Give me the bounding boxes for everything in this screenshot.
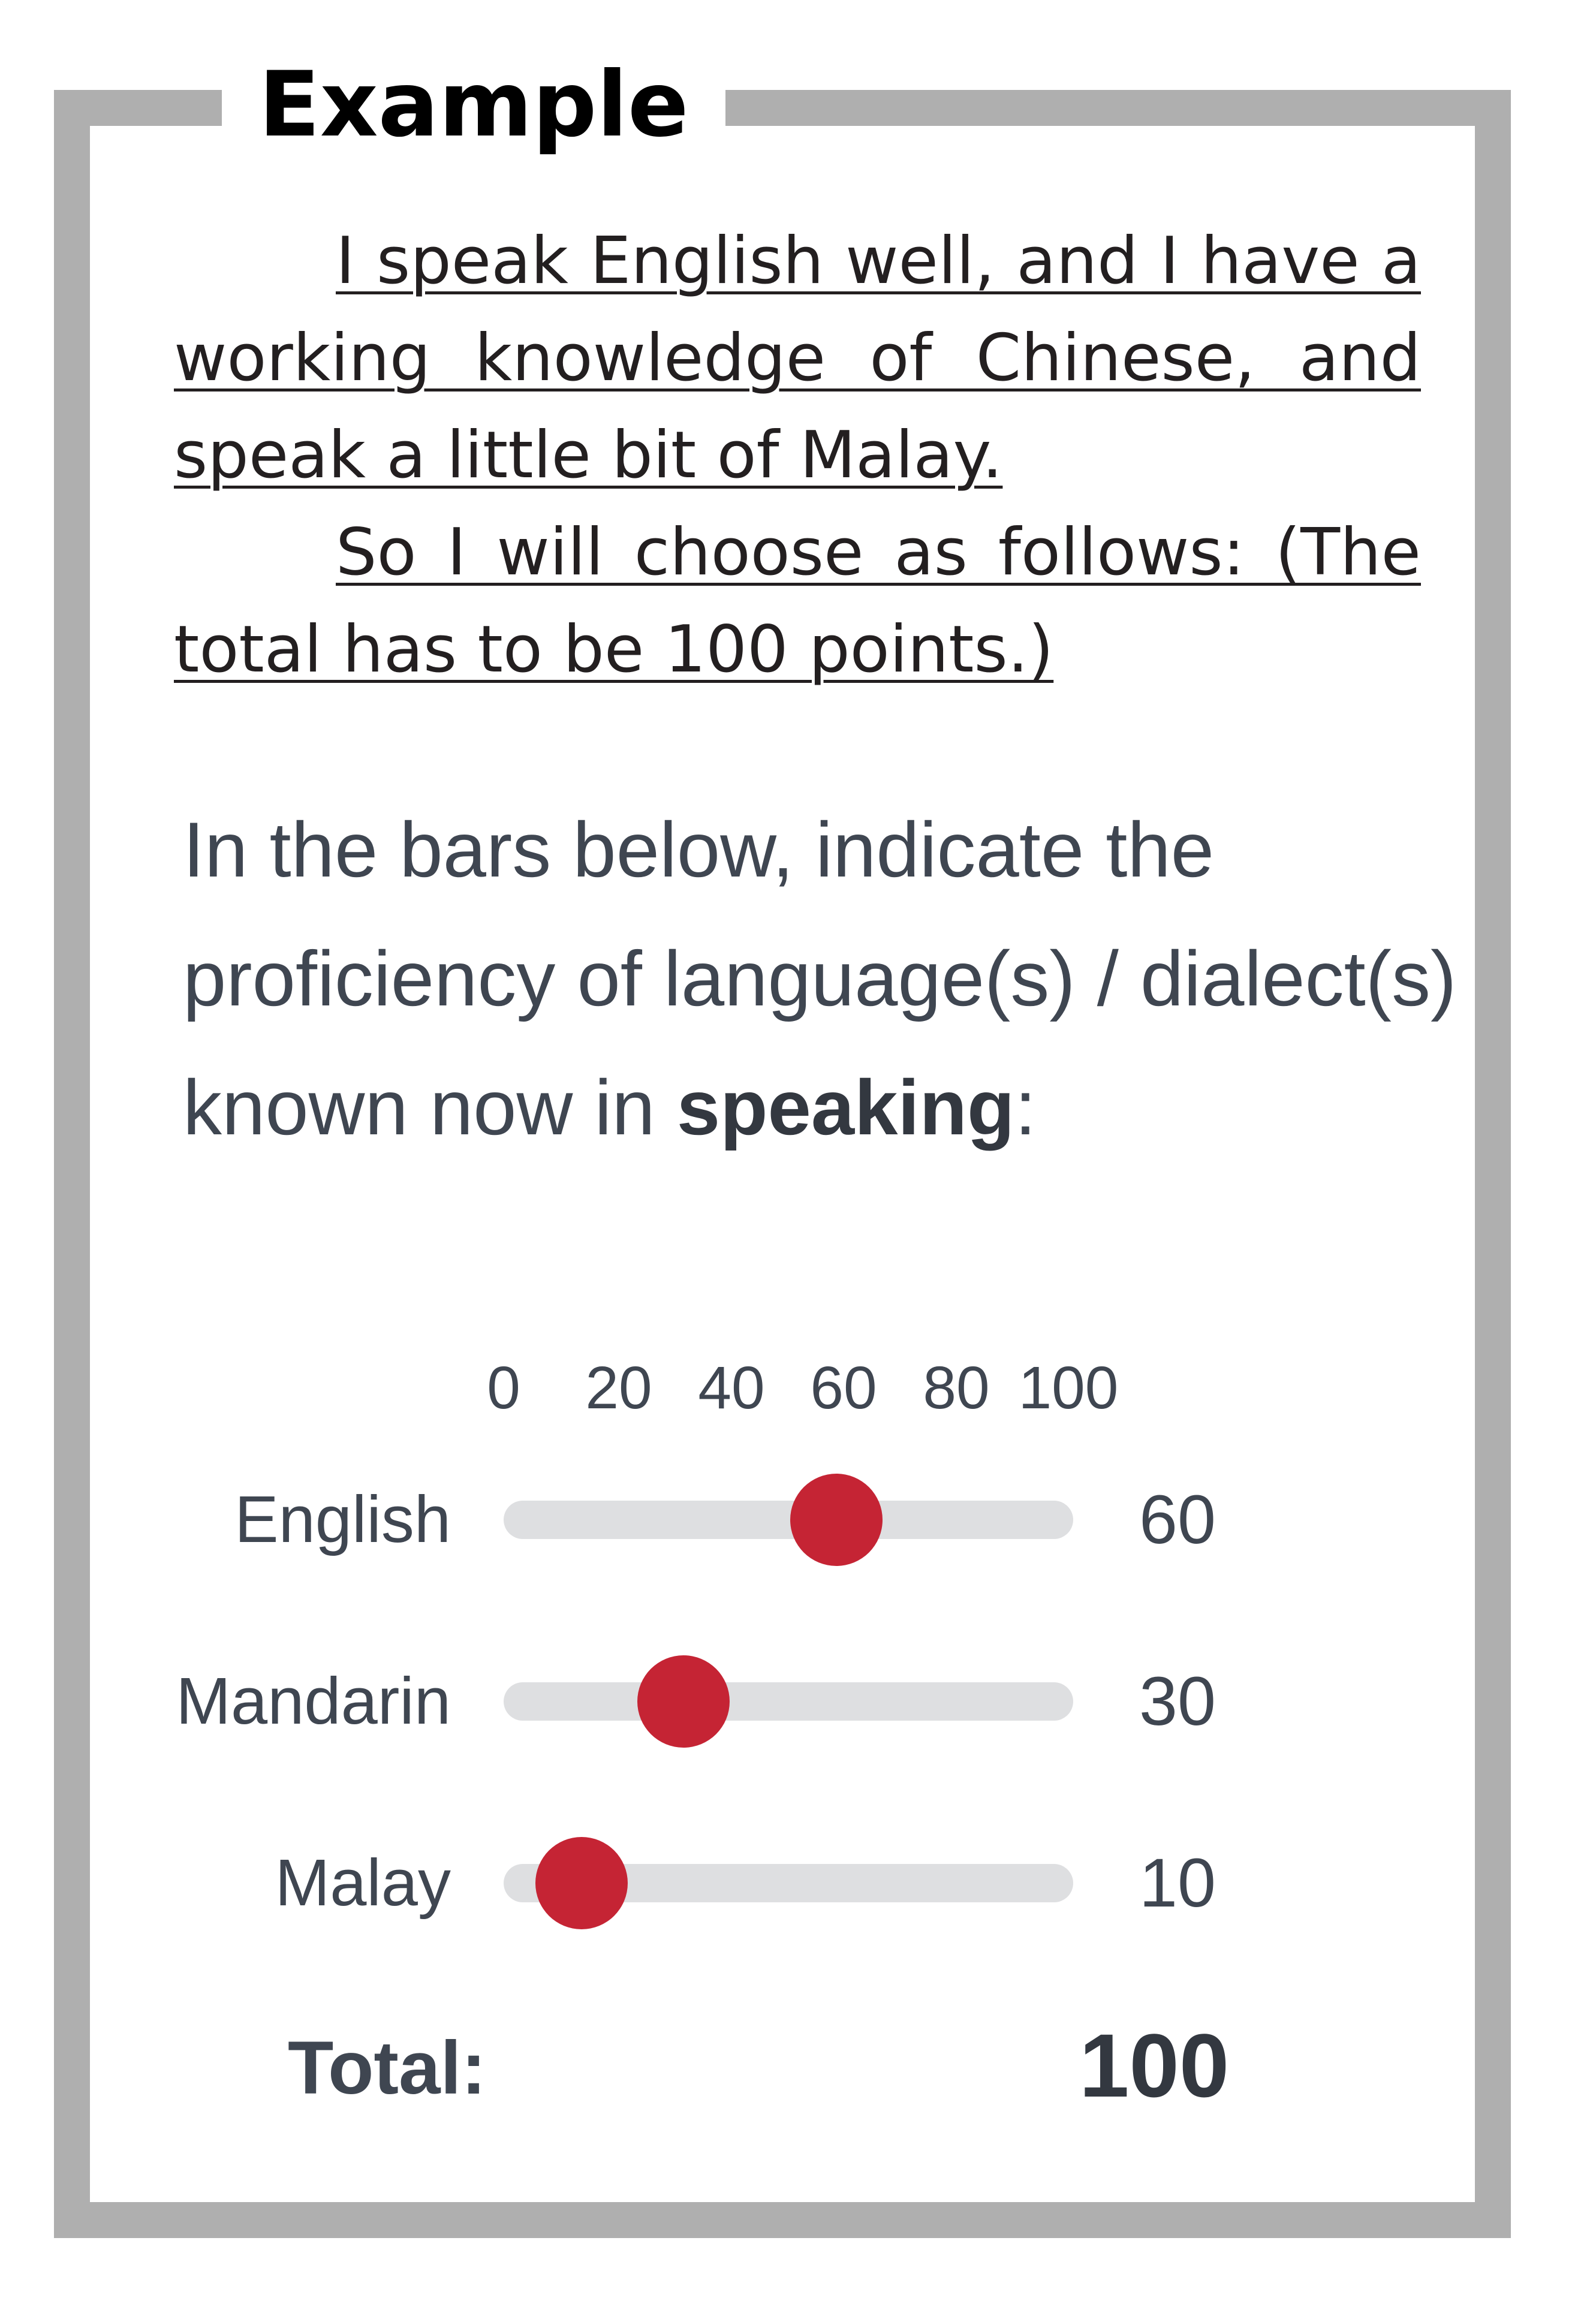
- slider-track[interactable]: [504, 1501, 1073, 1539]
- slider-label: Malay: [275, 1846, 451, 1920]
- question-suffix: :: [1014, 1064, 1037, 1151]
- slider-label: English: [234, 1483, 451, 1556]
- slider-value: 60: [1139, 1481, 1216, 1558]
- example-frame: [54, 90, 1511, 2238]
- question-prompt: In the bars below, indicate the proficie…: [183, 785, 1502, 1172]
- scale-tick: 60: [810, 1354, 877, 1421]
- scale-tick: 0: [487, 1354, 520, 1421]
- slider-handle[interactable]: [535, 1837, 628, 1929]
- note-line-2: So I will choose as follows: (The total …: [174, 515, 1421, 687]
- question-text: In the bars below, indicate the proficie…: [183, 806, 1457, 1151]
- total-value: 100: [1079, 2015, 1230, 2116]
- slider-track[interactable]: [504, 1682, 1073, 1721]
- slider-handle[interactable]: [637, 1655, 730, 1748]
- example-heading: Example: [222, 48, 725, 162]
- total-label: Total:: [288, 2026, 486, 2110]
- example-note: I speak English well, and I have a worki…: [174, 213, 1421, 698]
- scale-tick: 20: [585, 1354, 652, 1421]
- slider-row-english: English 60: [0, 1460, 1596, 1580]
- slider-value: 10: [1139, 1845, 1216, 1922]
- question-emphasis: speaking: [676, 1064, 1015, 1151]
- slider-handle[interactable]: [790, 1474, 883, 1566]
- slider-label: Mandarin: [176, 1664, 451, 1738]
- slider-scale: 0 20 40 60 80 100: [487, 1346, 1118, 1430]
- scale-tick: 40: [698, 1354, 765, 1421]
- scale-tick: 100: [1018, 1354, 1119, 1421]
- slider-row-mandarin: Mandarin 30: [0, 1642, 1596, 1761]
- slider-row-malay: Malay 10: [0, 1823, 1596, 1943]
- scale-tick: 80: [923, 1354, 990, 1421]
- note-line-1: I speak English well, and I have a worki…: [174, 224, 1421, 493]
- slider-value: 30: [1139, 1663, 1216, 1740]
